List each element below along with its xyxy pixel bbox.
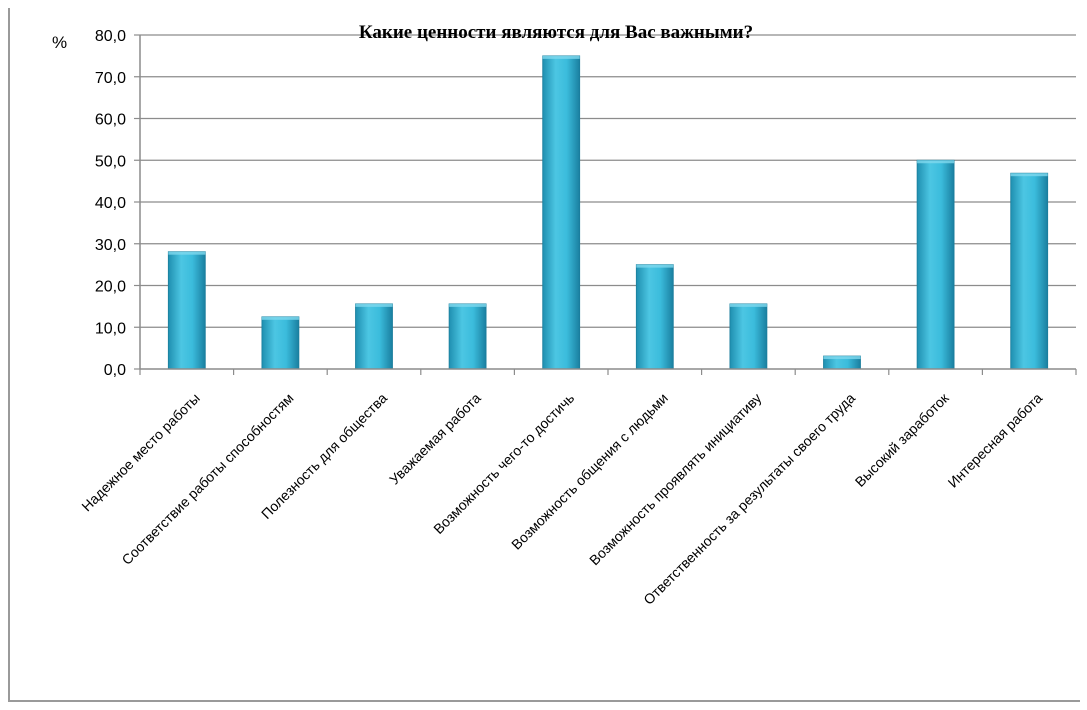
- x-tick-label: Возможность общения с людьми: [508, 390, 671, 553]
- y-tick-label: 20,0: [95, 279, 126, 296]
- chart-frame: [8, 8, 1080, 702]
- bar: [542, 55, 581, 370]
- chart-title: Какие ценности являются для Вас важными?: [359, 22, 753, 43]
- bar-top-highlight: [729, 303, 767, 307]
- bar-top-highlight: [917, 160, 955, 164]
- bar-top-highlight: [168, 251, 206, 255]
- y-tick-labels: 0,0 10,0 20,0 30,0 40,0 50,0 60,0 70,0 80,0: [95, 28, 126, 379]
- y-tick-label: 40,0: [95, 195, 126, 212]
- bar: [916, 159, 955, 370]
- bar: [729, 303, 768, 370]
- bar: [448, 303, 487, 370]
- bar: [635, 264, 674, 370]
- bar-top-highlight: [449, 303, 487, 307]
- bar-top-highlight: [542, 55, 580, 59]
- y-tick-label: 50,0: [95, 153, 126, 170]
- bar: [355, 303, 393, 370]
- bar: [261, 316, 300, 370]
- bar-top-highlight: [823, 356, 861, 360]
- bar-top-highlight: [1010, 173, 1048, 177]
- bar: [167, 251, 206, 370]
- y-tick-label: 10,0: [95, 320, 126, 337]
- x-tick-label: Высокий заработок: [852, 389, 953, 490]
- bar-top-highlight: [355, 303, 393, 307]
- axes: [139, 35, 1077, 375]
- y-tick-label: 60,0: [95, 112, 126, 129]
- x-tick-label: Интересная работа: [945, 390, 1046, 491]
- x-tick-label: Уважаемая работа: [386, 390, 484, 488]
- x-tick-label: Возможность проявлять инициативу: [586, 390, 764, 568]
- x-tick-label: Соответствие работы способностям: [118, 390, 296, 568]
- y-axis-unit-label: %: [52, 33, 67, 52]
- bar: [1010, 172, 1049, 370]
- bar-top-highlight: [636, 264, 674, 268]
- y-tick-label: 30,0: [95, 237, 126, 254]
- bars: [167, 55, 1049, 370]
- y-tick-label: 70,0: [95, 70, 126, 87]
- x-tick-label: Ответственность за результаты своего тру…: [640, 390, 858, 608]
- y-tick-label: 80,0: [95, 28, 126, 45]
- y-tick-label: 0,0: [104, 362, 126, 379]
- bar-top-highlight: [261, 316, 299, 320]
